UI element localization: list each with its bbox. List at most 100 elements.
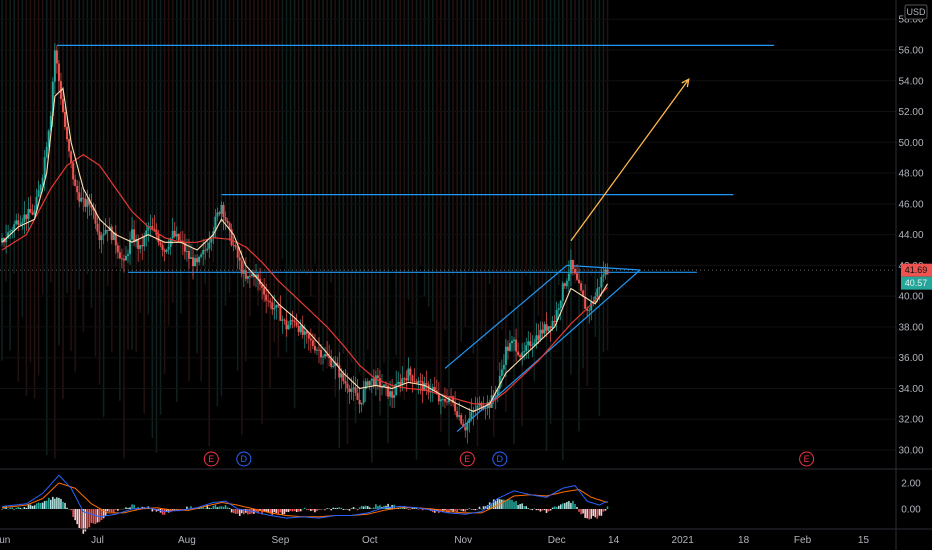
candle-body [224, 217, 227, 221]
volume-stripe [119, 0, 121, 401]
volume-stripe [82, 0, 85, 332]
volume-stripe [98, 0, 101, 385]
histogram-bar [533, 508, 536, 509]
volume-stripe [322, 0, 324, 372]
candle-body [145, 230, 148, 236]
candle-body [129, 239, 132, 255]
candle-body [604, 269, 607, 275]
histogram-bar [318, 509, 320, 510]
candle-body [74, 179, 77, 186]
histogram-bar [460, 509, 463, 511]
candle-body [496, 388, 499, 396]
histogram-bar [94, 509, 97, 524]
candle-body [232, 245, 235, 246]
histogram-bar [49, 499, 52, 509]
volume-stripe [452, 0, 454, 276]
candle-body [506, 346, 509, 351]
event-circle [459, 451, 475, 467]
volume-stripe [78, 0, 81, 290]
histogram-bar [161, 509, 164, 515]
price-tick: 54.00 [898, 76, 923, 87]
candle-body [198, 256, 201, 263]
histogram-bar [310, 509, 312, 512]
candle-body [216, 212, 219, 217]
candle-body [484, 408, 487, 409]
candle-body [1, 238, 4, 243]
histogram-bar [110, 509, 113, 513]
trend-arrow[interactable] [570, 78, 690, 242]
price-tick: 30.00 [898, 446, 923, 457]
histogram-bar [413, 508, 416, 509]
histogram-bar [480, 508, 483, 510]
histogram-bar [21, 508, 24, 510]
candle-body [177, 233, 180, 241]
volume-stripe [163, 0, 166, 375]
histogram-bar [108, 509, 111, 513]
volume-stripe [106, 0, 109, 287]
histogram-bar [557, 505, 560, 509]
histogram-bar [297, 509, 300, 512]
candle-body [175, 233, 178, 237]
candle-body [521, 352, 524, 357]
histogram-bar [127, 507, 129, 509]
histogram-bar [346, 509, 349, 510]
histogram-bar [228, 508, 231, 509]
histogram-bar [336, 507, 339, 509]
histogram-bar [82, 509, 85, 534]
candle-body [246, 276, 249, 279]
candle-body [131, 229, 134, 240]
candle-body [57, 63, 60, 82]
candle-body [480, 402, 483, 409]
candle-body [433, 387, 436, 391]
candle-body [37, 190, 40, 197]
earnings-event-marker[interactable]: E [203, 451, 219, 467]
histogram-bar [247, 509, 249, 515]
moving-averages [1, 87, 608, 413]
histogram-bar [100, 509, 103, 520]
dividend-event-marker[interactable]: D [236, 451, 252, 467]
histogram-bar [291, 509, 294, 512]
channel-upper-line[interactable] [444, 264, 568, 369]
price-tick: 32.00 [898, 415, 923, 426]
volume-stripe [192, 0, 194, 277]
histogram-bar [186, 506, 188, 509]
earnings-event-marker[interactable]: E [459, 451, 475, 467]
histogram-bar [261, 509, 263, 515]
histogram-bar [47, 497, 50, 509]
histogram-bar [549, 509, 552, 511]
indicator-pane[interactable] [1, 474, 609, 534]
histogram-bar [586, 509, 588, 519]
earnings-event-marker[interactable]: E [799, 451, 815, 467]
volume-stripe [496, 0, 499, 371]
candle-body [82, 197, 85, 199]
histogram-bar [303, 507, 306, 509]
volume-stripe [49, 0, 52, 283]
dividend-event-marker[interactable]: D [492, 451, 508, 467]
candle-body [179, 240, 182, 242]
macd-line [1, 474, 608, 519]
histogram-bar [112, 509, 115, 513]
histogram-bar [464, 509, 467, 512]
histogram-bar [466, 509, 469, 510]
histogram-bar [470, 509, 473, 510]
candle-body [114, 232, 117, 246]
candlesticks [1, 43, 609, 444]
candle-body [194, 258, 197, 267]
histogram-bar [409, 509, 412, 510]
candle-body [248, 276, 251, 277]
candle-body [112, 232, 115, 240]
histogram-bar [257, 509, 259, 514]
candle-body [33, 210, 36, 215]
candle-body [602, 274, 605, 277]
histogram-bar [576, 506, 578, 509]
histogram-bar [60, 498, 62, 509]
histogram-bar [535, 509, 538, 511]
candle-body [537, 335, 540, 340]
volume-stripe [362, 0, 365, 392]
currency-badge[interactable] [904, 4, 928, 20]
histogram-bar [45, 500, 48, 509]
candle-body [116, 245, 119, 253]
